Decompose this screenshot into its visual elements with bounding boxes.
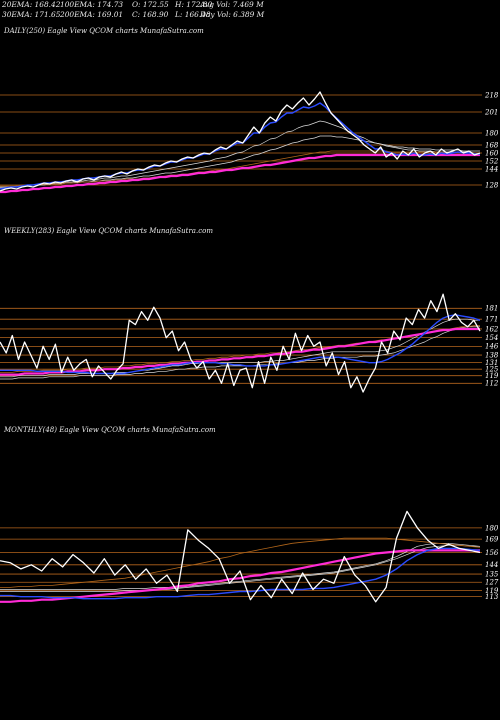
header-ema30: 30EMA: 171.65: [2, 10, 61, 19]
monthly-ema-mid-2-line: [0, 544, 480, 592]
header-row-2: 30EMA: 171.65 200EMA: 169.01 C: 168.90 L…: [2, 10, 498, 20]
monthly-level-label: 119: [485, 587, 499, 595]
daily-ema-short-line: [0, 102, 480, 190]
header-high: H: 172.80: [175, 0, 213, 9]
weekly-level-label: 162: [485, 325, 499, 333]
daily-level-label: 144: [485, 165, 498, 173]
header-open: O: 172.55: [132, 0, 169, 9]
monthly-level-label: 113: [485, 593, 499, 601]
monthly-level-label: 156: [485, 549, 499, 557]
weekly-level-label: 154: [485, 334, 498, 342]
daily-price-line: [0, 91, 481, 192]
header-close: C: 168.90: [132, 10, 169, 19]
daily-level-label: 152: [485, 157, 499, 165]
header-avg-vol: Avg Vol: 7.469 M: [200, 0, 264, 9]
header-low: L: 166.48: [175, 10, 211, 19]
header-ema200: 200EMA: 169.01: [60, 10, 124, 19]
monthly-ema-short-line: [0, 547, 481, 600]
monthly-price-line: [0, 510, 481, 603]
daily-ema-mid-2-line: [0, 135, 480, 188]
weekly-level-label: 171: [485, 316, 498, 324]
daily-level-label: 128: [485, 181, 499, 189]
weekly-level-label: 138: [485, 351, 499, 359]
daily-level-label: 218: [484, 91, 499, 99]
weekly-ema-mid-2-line: [0, 326, 480, 380]
monthly-level-label: 135: [485, 570, 499, 578]
weekly-ema-short-line: [0, 314, 481, 375]
header-ema100: 100EMA: 174.73: [60, 0, 124, 9]
daily-ema-long-line: [0, 153, 480, 194]
monthly-panel-title: MONTHLY(48) Eagle View QCOM charts Munaf…: [4, 426, 216, 434]
weekly-level-label: 181: [485, 305, 498, 313]
daily-level-label: 201: [484, 108, 498, 116]
monthly-level-label: 127: [485, 579, 499, 587]
weekly-price-line: [0, 293, 481, 393]
weekly-level-label: 125: [485, 366, 499, 374]
monthly-level-label: 144: [485, 561, 498, 569]
weekly-panel-title: WEEKLY(283) Eagle View QCOM charts Munaf…: [4, 227, 213, 235]
daily-panel-title: DAILY(250) Eagle View QCOM charts Munafa…: [4, 27, 204, 35]
daily-level-label: 180: [485, 129, 499, 137]
weekly-level-label: 112: [485, 380, 499, 388]
monthly-ema-brown-line: [0, 537, 481, 588]
monthly-ema-mid-1-line: [0, 542, 481, 590]
daily-level-label: 160: [485, 149, 499, 157]
header-day-vol: Day Vol: 6.389 M: [200, 10, 265, 19]
daily-level-label: 168: [485, 141, 499, 149]
monthly-level-label: 169: [485, 536, 499, 544]
weekly-ema-mid-1-line: [0, 318, 480, 378]
daily-ema-brown-line: [0, 150, 480, 187]
header-row-1: 20EMA: 168.42 100EMA: 174.73 O: 172.55 H…: [2, 0, 498, 10]
header-ema20: 20EMA: 168.42: [2, 0, 61, 9]
monthly-ema-long-line: [0, 549, 480, 603]
weekly-level-label: 146: [485, 343, 499, 351]
monthly-level-label: 180: [485, 524, 499, 532]
weekly-level-label: 131: [485, 359, 498, 367]
weekly-level-label: 119: [485, 372, 499, 380]
